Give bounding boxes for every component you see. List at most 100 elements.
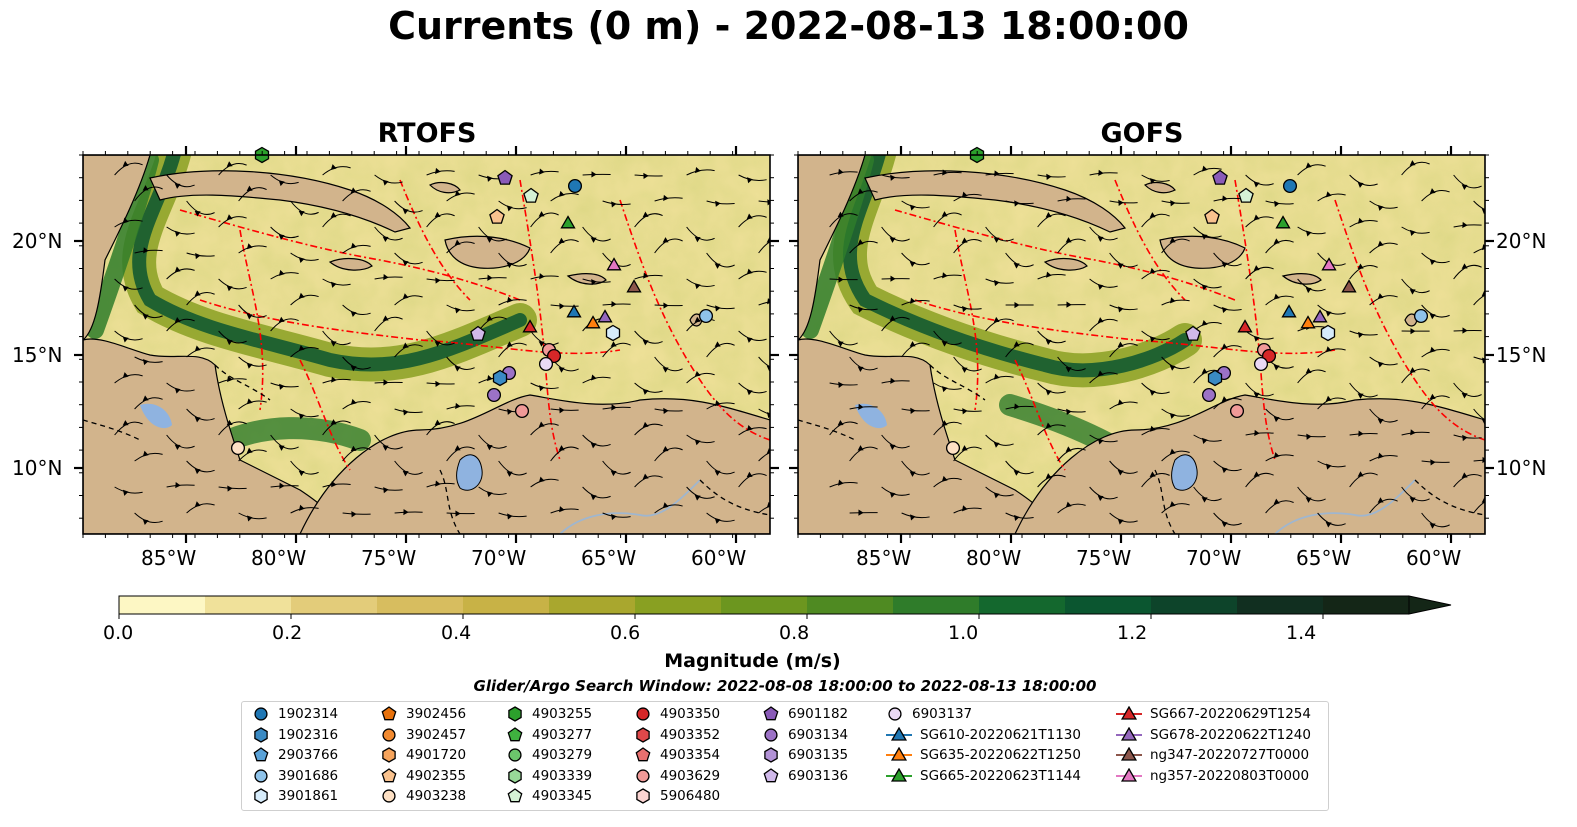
streamline-arrow xyxy=(1117,399,1124,406)
legend-label: 4901720 xyxy=(406,747,467,763)
observation-marker xyxy=(470,325,486,341)
streamline-arrow xyxy=(1097,370,1104,377)
streamline-arrow xyxy=(1274,200,1280,207)
streamline xyxy=(394,460,423,475)
streamline-arrow xyxy=(382,315,389,321)
streamline-arrow xyxy=(994,170,1000,177)
streamline xyxy=(1453,264,1482,280)
streamline-arrow xyxy=(1013,341,1020,347)
streamline xyxy=(374,174,403,184)
streamline xyxy=(1213,345,1242,358)
streamline-arrow xyxy=(506,341,513,347)
streamline-arrow xyxy=(1149,425,1156,432)
streamline-arrow xyxy=(590,494,597,501)
streamline xyxy=(374,226,403,241)
streamline-arrow xyxy=(174,444,181,451)
streamline xyxy=(1265,239,1294,254)
streamline-arrow xyxy=(538,385,545,392)
streamline xyxy=(933,212,962,228)
legend-label: 4902355 xyxy=(406,767,467,784)
streamline-arrow xyxy=(227,375,233,382)
jamaica-land xyxy=(1043,257,1088,271)
streamline xyxy=(134,304,163,319)
streamline-arrow xyxy=(694,370,701,377)
streamline xyxy=(1037,213,1066,228)
streamline-arrow xyxy=(962,305,968,313)
streamline xyxy=(1369,356,1398,366)
streamline xyxy=(582,226,611,242)
streamline-arrow xyxy=(663,194,669,201)
streamline-arrow xyxy=(1149,178,1156,185)
legend-label: 6903134 xyxy=(788,726,849,743)
streamline xyxy=(985,172,1014,176)
streamline-arrow xyxy=(454,365,461,372)
streamline xyxy=(186,460,215,473)
legend-marker xyxy=(1120,767,1138,782)
streamline-arrow xyxy=(194,210,201,217)
streamline-arrow xyxy=(1149,390,1156,396)
observation-markers xyxy=(230,146,714,456)
observation-marker xyxy=(1204,208,1220,224)
observation-marker xyxy=(1282,178,1298,194)
streamline-arrow xyxy=(539,168,545,175)
streamline-arrow xyxy=(559,303,565,310)
streamline xyxy=(1037,382,1066,394)
streamline-arrow xyxy=(506,205,513,212)
legend-entry: 4903350 xyxy=(634,706,720,722)
streamline-arrow xyxy=(122,217,129,224)
streamline-arrow xyxy=(1481,418,1485,425)
streamline-arrow xyxy=(278,316,285,323)
colorbar-segment xyxy=(1323,596,1410,614)
streamline-arrow xyxy=(402,293,409,300)
legend-marker xyxy=(508,767,522,784)
legend-label: 5906480 xyxy=(660,788,721,804)
streamline-arrow xyxy=(766,501,770,508)
streamline xyxy=(322,166,351,176)
streamline xyxy=(550,508,579,514)
streamline-arrow xyxy=(993,441,1000,448)
streamline-arrow xyxy=(1117,341,1124,348)
country-border xyxy=(214,364,271,401)
bahamas-land xyxy=(428,181,461,194)
streamline-arrow xyxy=(857,188,864,195)
streamline-arrow xyxy=(195,252,201,260)
streamline-arrow xyxy=(226,214,233,221)
streamline xyxy=(1037,174,1066,178)
streamline-arrow xyxy=(1117,469,1124,476)
streamline xyxy=(134,397,163,410)
streamline-arrow xyxy=(402,342,409,349)
legend-marker-icon xyxy=(636,726,650,743)
observation-marker xyxy=(1341,279,1357,293)
streamline-arrow xyxy=(591,171,597,178)
legend-marker xyxy=(763,767,779,782)
streamline-arrow xyxy=(1045,422,1052,429)
streamline-arrow xyxy=(1149,267,1156,274)
legend-marker xyxy=(763,706,779,721)
streamline-arrow xyxy=(993,316,1000,323)
legend-entry: 6903136 xyxy=(762,768,848,784)
streamline-arrow xyxy=(941,341,948,347)
lon-tick-label: 75°W xyxy=(1076,546,1132,570)
streamline xyxy=(829,278,858,281)
streamline-arrow xyxy=(1305,230,1312,237)
streamline xyxy=(1265,295,1294,306)
streamline-arrow xyxy=(1118,199,1124,206)
streamline xyxy=(394,511,423,514)
streamline xyxy=(602,342,631,358)
lon-tick-label: 60°W xyxy=(1406,546,1462,570)
streamline-arrow xyxy=(278,269,285,276)
legend-label: 4903238 xyxy=(406,788,467,804)
streamline xyxy=(901,408,930,412)
eez-boundary xyxy=(399,179,471,301)
streamline-arrow xyxy=(279,383,285,390)
streamline xyxy=(530,478,559,488)
streamline xyxy=(1421,304,1450,318)
figure-title: Currents (0 m) - 2022-08-13 18:00:00 xyxy=(388,4,1189,48)
legend-marker xyxy=(635,747,651,762)
streamline xyxy=(1141,472,1170,488)
streamline xyxy=(1473,200,1485,211)
streamline xyxy=(1161,356,1190,370)
streamline xyxy=(394,344,423,358)
streamline-arrow xyxy=(611,514,617,521)
streamline xyxy=(270,434,299,450)
